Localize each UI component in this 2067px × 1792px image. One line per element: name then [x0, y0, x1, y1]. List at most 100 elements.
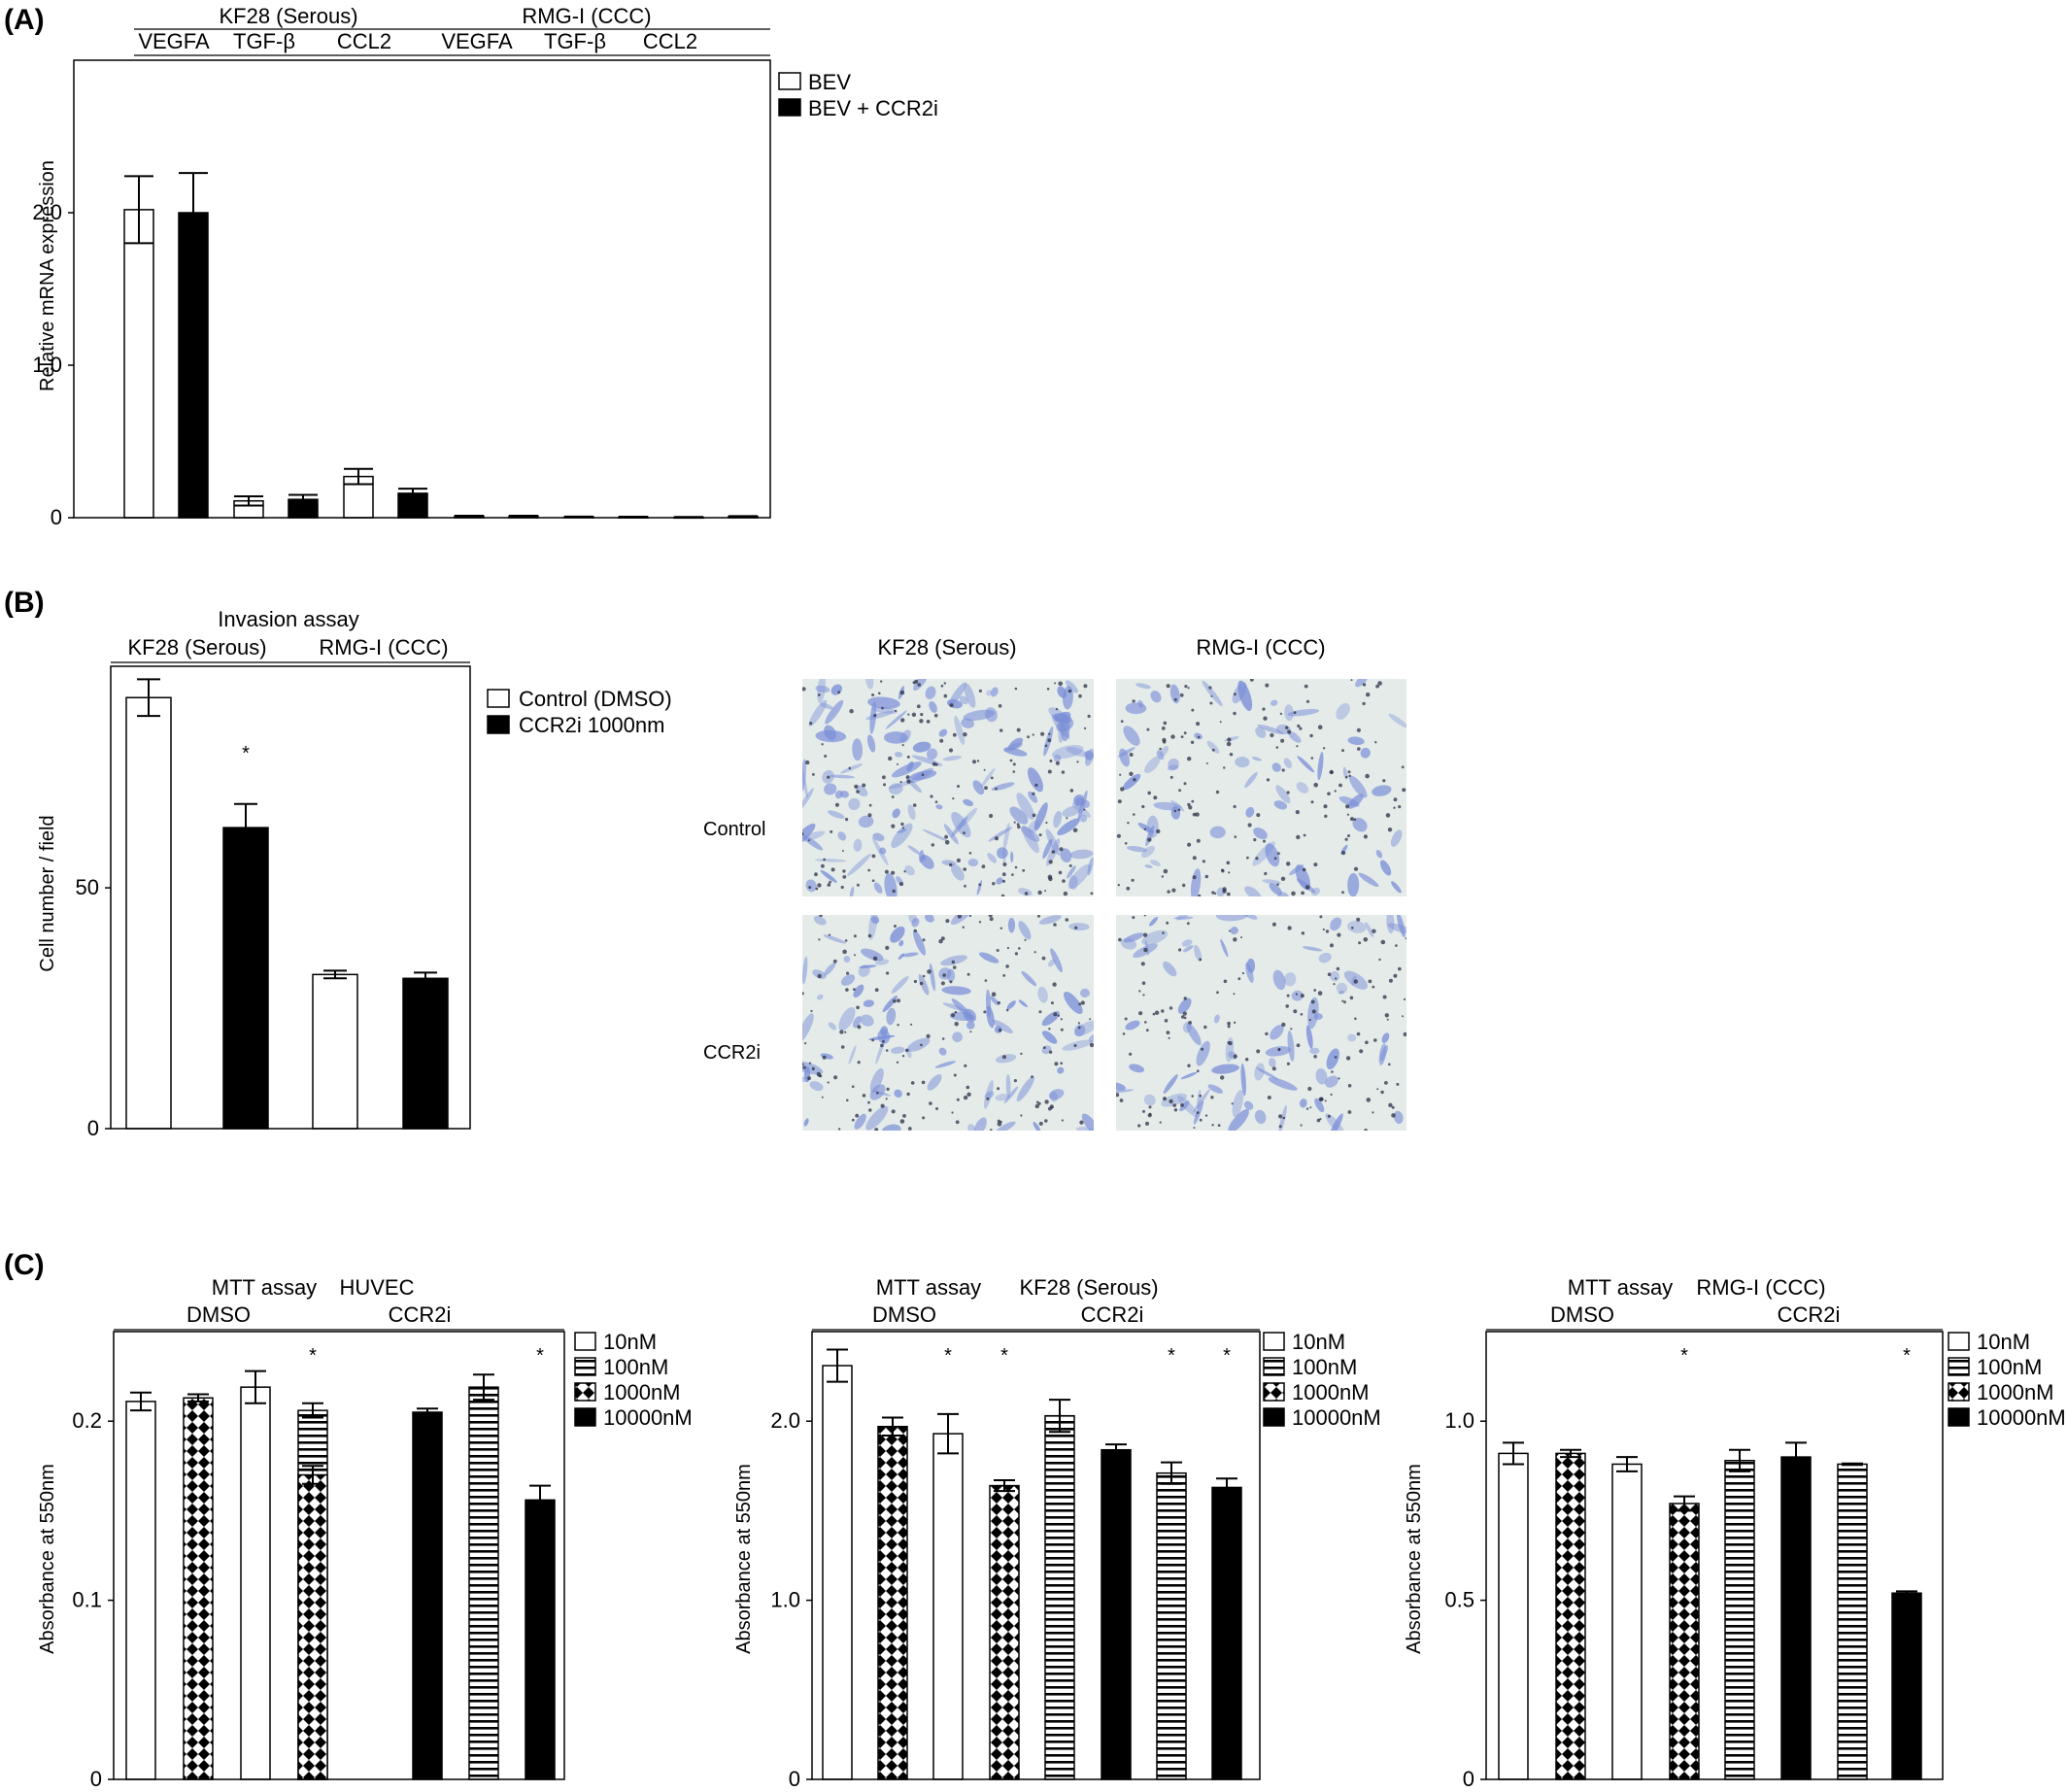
panel-c1-bar-10nm-1 — [240, 1386, 271, 1780]
panel-a-group-label-kf28: KF28 (Serous) — [219, 4, 357, 28]
panel-c1-group-dmso: DMSO — [186, 1302, 251, 1327]
legend-swatch-bev — [778, 72, 801, 90]
panel-c3-chart: MTT assay RMG-I (CCC) DMSO CCR2i Absorba… — [1404, 1275, 2066, 1791]
panel-a-errorbar-bev-ccr2i-0 — [179, 172, 208, 254]
image-col-label-rmg: RMG-I (CCC) — [1196, 635, 1325, 659]
panel-c3-tick-label-1: 0.5 — [1444, 1588, 1474, 1612]
panel-c3-significance-mark-10000nm-1: * — [1903, 1345, 1911, 1367]
legend-swatch-bev-ccr2i — [778, 98, 801, 117]
panel-c3-group-ccr2i: CCR2i — [1778, 1302, 1841, 1327]
panel-a-cat-label-ccl2-rmg: CCL2 — [643, 29, 697, 53]
panel-c2-chart: MTT assay KF28 (Serous) DMSO CCR2i Absor… — [733, 1275, 1381, 1791]
panel-c1-bar-10000nm-1 — [525, 1499, 556, 1780]
panel-b-tick-label-0: 0 — [87, 1116, 99, 1140]
panel-c1-legend-swatch-3 — [574, 1407, 596, 1427]
panel-c3-axes-frame — [1485, 1331, 1944, 1780]
panel-c2-errorbar-10000nm-1 — [1216, 1477, 1237, 1498]
panel-a-bar-bev-0 — [123, 209, 154, 519]
panel-c2-bar-10000nm-1 — [1211, 1486, 1242, 1780]
panel-b-errorbar-ccr2i-1000nm-1 — [414, 971, 437, 986]
panel-c2-errorbar-100nm-1 — [1161, 1461, 1182, 1485]
panel-c1-errorbar-100nm-1 — [473, 1373, 494, 1402]
panel-c2-tick-label-1: 1.0 — [770, 1588, 800, 1612]
panel-b-axes-frame — [110, 665, 471, 1130]
panel-c2-errorbar-10nm-1 — [937, 1412, 959, 1455]
panel-c1-bar-10nm-0 — [125, 1401, 156, 1780]
panel-a-tick-label-1: 1.0 — [32, 353, 62, 377]
panel-c1-errorbar-1000nm-1 — [302, 1465, 323, 1485]
micrograph-rmg-ccr2i — [1116, 915, 1406, 1131]
panel-b-errorbar-control-dmso-1 — [323, 969, 347, 980]
panel-c3-tick-label-2: 1.0 — [1444, 1408, 1474, 1433]
panel-c1-significance-mark-1000nm-1: * — [309, 1345, 317, 1367]
panel-c3-legend-label-1: 100nM — [1977, 1355, 2042, 1379]
panel-a-cat-label-vegfa-rmg: VEGFA — [441, 29, 513, 53]
panel-c3-errorbar-10nm-1 — [1616, 1456, 1638, 1472]
panel-c3-group-dmso: DMSO — [1550, 1302, 1614, 1327]
panel-c1-bar-100nm-1 — [468, 1386, 499, 1780]
panel-b-bar-control-dmso-0 — [125, 696, 172, 1130]
panel-c3-errorbar-1000nm-0 — [1560, 1448, 1581, 1459]
panel-c2-bar-100nm-0 — [1044, 1414, 1075, 1780]
micro-rmg-control-image — [1116, 679, 1406, 896]
panel-a-cat-label-tgfb-kf28: TGF-β — [233, 29, 295, 53]
panel-c3-ylabel: Absorbance at 550nm — [1404, 1464, 1425, 1654]
panel-c2-group-ccr2i: CCR2i — [1081, 1302, 1144, 1327]
image-col-label-kf28: KF28 (Serous) — [877, 635, 1016, 659]
panel-c2-errorbar-1000nm-1 — [994, 1479, 1015, 1493]
panel-c3-errorbar-1000nm-1 — [1674, 1495, 1695, 1512]
panel-c2-group-dmso: DMSO — [872, 1302, 936, 1327]
panel-a-errorbar-bev-ccr2i-3 — [509, 514, 538, 518]
panel-c3-title: MTT assay — [1568, 1275, 1673, 1300]
panel-a-errorbar-bev-2 — [344, 467, 373, 486]
panel-c-letter: (C) — [4, 1249, 45, 1281]
panel-b-errorbar-control-dmso-0 — [137, 678, 160, 718]
panel-c3-legend-swatch-3 — [1948, 1407, 1970, 1427]
panel-c2-legend-swatch-3 — [1263, 1407, 1285, 1427]
panel-c3-bar-10nm-0 — [1498, 1452, 1529, 1780]
panel-c2-significance-mark-10nm-1: * — [944, 1345, 952, 1367]
panel-c1-legend-label-0: 10nM — [603, 1330, 657, 1354]
panel-c1-chart: MTT assay HUVEC DMSO CCR2i Absorbance at… — [37, 1275, 693, 1791]
panel-c1-bar-10000nm-0 — [412, 1411, 443, 1780]
panel-c2-bar-10nm-0 — [822, 1365, 853, 1780]
panel-c2-errorbar-100nm-0 — [1049, 1399, 1070, 1434]
panel-c2-bar-1000nm-0 — [877, 1425, 908, 1780]
panel-c3-cell-line: RMG-I (CCC) — [1696, 1275, 1825, 1300]
panel-a-letter: (A) — [4, 4, 45, 36]
panel-c2-bar-100nm-1 — [1156, 1471, 1187, 1780]
panel-a-errorbar-bev-1 — [234, 495, 263, 507]
panel-c2-significance-mark-100nm-1: * — [1168, 1345, 1175, 1367]
panel-b-legend: Control (DMSO) CCR2i 1000nm — [487, 687, 672, 737]
panel-c3-bar-10000nm-0 — [1780, 1456, 1812, 1780]
panel-c1-title: MTT assay — [212, 1275, 317, 1300]
panel-c2-legend-label-3: 10000nM — [1292, 1405, 1381, 1430]
panel-c1-errorbar-10000nm-1 — [529, 1484, 551, 1516]
panel-c3-bar-100nm-0 — [1724, 1460, 1755, 1780]
panel-a-cat-label-ccl2-kf28: CCL2 — [337, 29, 391, 53]
panel-c2-cell-line: KF28 (Serous) — [1019, 1275, 1158, 1300]
panel-c2-errorbar-10000nm-0 — [1105, 1443, 1127, 1457]
panel-c2-significance-mark-10000nm-1: * — [1223, 1345, 1231, 1367]
panel-b-tick-label-1: 50 — [76, 875, 99, 899]
panel-a-cat-label-vegfa-kf28: VEGFA — [138, 29, 210, 53]
panel-a-tick-label-0: 0 — [51, 505, 62, 529]
panel-c3-bar-10000nm-1 — [1891, 1592, 1922, 1780]
panel-a-errorbar-bev-ccr2i-1 — [288, 493, 318, 505]
panel-c1-legend-label-3: 10000nM — [603, 1405, 693, 1430]
image-row-label-control: Control — [703, 819, 765, 840]
panel-c1-legend-label-1: 100nM — [603, 1355, 668, 1379]
panel-c3-bar-1000nm-1 — [1669, 1503, 1700, 1780]
panel-c2-legend-swatch-0 — [1263, 1332, 1285, 1351]
panel-c1-errorbar-10nm-0 — [130, 1391, 152, 1412]
panel-a-axes-frame — [73, 59, 771, 519]
panel-c3-tick-label-0: 0 — [1463, 1767, 1474, 1791]
panel-c3-errorbar-10nm-0 — [1503, 1441, 1524, 1466]
micro-kf28-ccr2i-image — [802, 915, 1094, 1131]
panel-a-errorbar-bev-ccr2i-5 — [729, 515, 758, 519]
panel-b-bar-ccr2i-1000nm-0 — [222, 827, 269, 1130]
panel-b-chart: Invasion assay KF28 (Serous) RMG-I (CCC)… — [37, 607, 672, 1140]
legend-label-control: Control (DMSO) — [519, 687, 672, 711]
panel-c1-legend-swatch-1 — [574, 1357, 596, 1376]
panel-c1-bar-1000nm-0 — [183, 1397, 214, 1780]
